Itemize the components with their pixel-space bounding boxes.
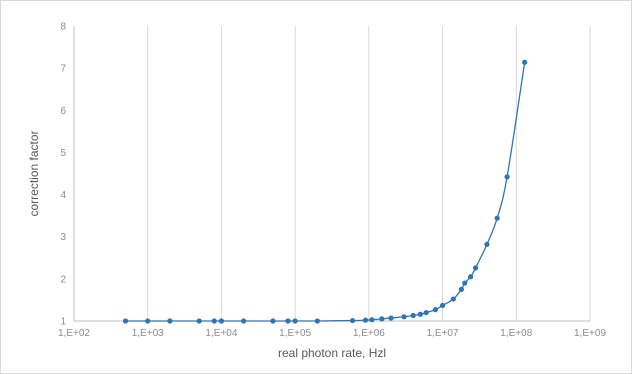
data-point [270,318,276,324]
x-tick-labels: 1,E+02 1,E+03 1,E+04 1,E+05 1,E+06 1,E+07 1,E+… [58,328,606,339]
axes [73,26,590,322]
x-tick-label: 1,E+02 [58,328,90,339]
x-tick-label: 1,E+03 [132,328,164,339]
data-point [349,317,356,324]
x-axis-title: real photon rate, Hzl [278,346,386,360]
data-point [401,314,407,320]
x-tick-label: 1,E+07 [427,328,459,339]
data-point [458,286,464,292]
x-tick-label: 1,E+09 [574,328,606,339]
data-point [472,265,479,271]
data-point [494,215,500,221]
data-point [462,280,468,286]
data-point [410,312,416,319]
data-point [388,315,394,321]
y-tick-labels: 1 2 3 4 5 6 7 8 [60,22,66,328]
data-point [439,302,446,309]
x-tick-label: 1,E+08 [500,328,532,339]
y-tick-label: 6 [60,106,66,117]
data-point [423,309,429,316]
y-tick-label: 3 [60,232,66,243]
data-point [369,317,375,323]
data-point [379,316,385,322]
x-tick-label: 1,E+06 [353,328,385,339]
data-point [196,318,202,324]
y-axis-title: correction factor [27,130,41,216]
data-point [314,318,320,324]
y-tick-label: 2 [60,274,66,285]
data-point [522,59,528,65]
data-point [122,318,129,324]
series-correction-factor [122,59,528,324]
data-point [417,311,423,317]
data-point [292,318,298,324]
x-tick-label: 1,E+04 [205,328,237,339]
y-tick-label: 1 [60,317,66,328]
y-tick-label: 4 [60,190,66,201]
data-point [285,318,291,324]
data-point [484,241,490,247]
data-point [241,318,247,324]
y-tick-label: 5 [60,148,66,159]
data-point [218,318,225,324]
data-point [145,318,151,324]
data-point [432,307,439,313]
y-tick-label: 8 [60,22,66,33]
grid-lines [147,26,591,321]
data-point [362,317,369,323]
data-point [211,318,217,324]
data-point [450,296,456,302]
y-tick-label: 7 [60,64,66,75]
data-point [468,274,474,280]
data-point [504,174,510,180]
x-tick-label: 1,E+05 [279,328,311,339]
data-point [167,318,173,324]
